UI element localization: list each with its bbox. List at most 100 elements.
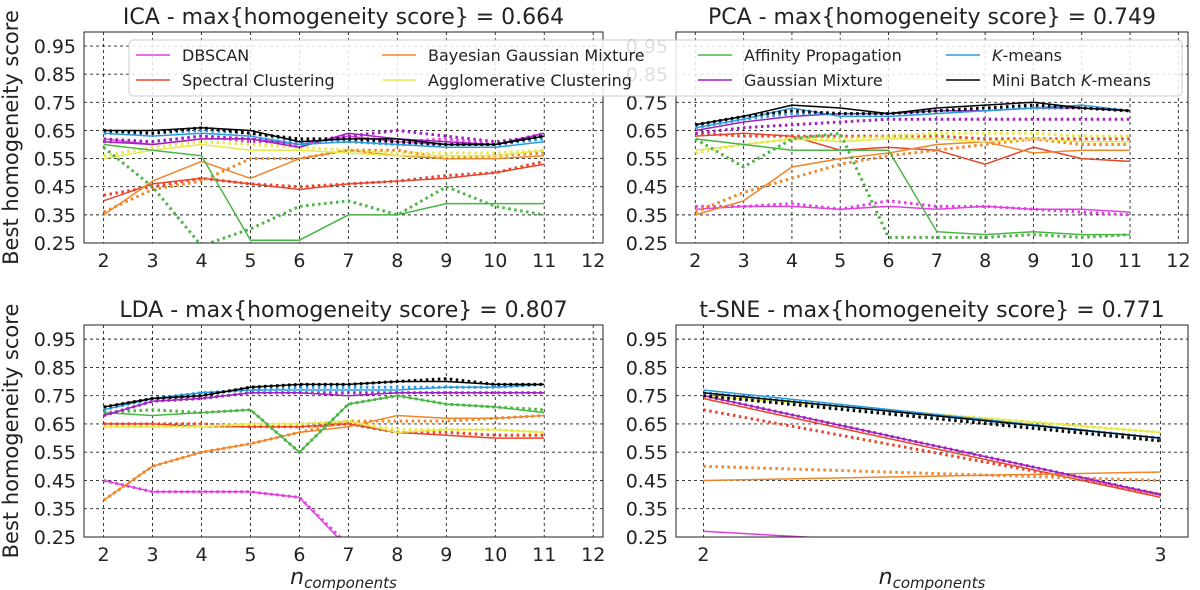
series-line-dotted-agglomerative-clustering — [103, 140, 545, 158]
legend-label-affinity-propagation: Affinity Propagation — [744, 46, 902, 65]
x-tick-label: 12 — [581, 544, 605, 566]
panel-4: 0.25 0.35 0.45 0.55 0.65 0.75 0.85 0.95 2 3 t-SNE … — [626, 298, 1189, 566]
x-tick-label: 10 — [483, 544, 507, 566]
y-tick-label: 0.75 — [34, 386, 76, 408]
y-tick-label: 0.65 — [626, 414, 668, 436]
plot-frame — [675, 324, 1189, 538]
legend-label-bayesian-gaussian-mixture: Bayesian Gaussian Mixture — [428, 46, 645, 65]
y-tick-label: 0.35 — [34, 499, 76, 521]
series-line-dotted-mini-batch-k-means — [103, 126, 545, 146]
plot-frame — [83, 31, 604, 244]
x-tick-label: 5 — [244, 250, 256, 272]
series-group — [703, 389, 1161, 537]
x-tick-label: 3 — [738, 250, 750, 272]
series-line-dotted-mini-batch-k-means — [103, 377, 545, 409]
y-tick-label: 0.25 — [626, 527, 668, 549]
y-tick-label: 0.45 — [626, 470, 668, 492]
y-tick-label: 0.65 — [34, 414, 76, 436]
legend-label-mini-batch-k-means: Mini Batch K-means — [992, 71, 1151, 90]
x-tick-label: 7 — [931, 250, 943, 272]
series-line-dotted-gaussian-mixture — [695, 117, 1130, 135]
y-axis-label: Best homogeneity score — [0, 10, 23, 265]
series-line-affinity-propagation — [695, 138, 1130, 236]
legend-label-dbscan: DBSCAN — [182, 46, 249, 65]
y-tick-label: 0.75 — [626, 386, 668, 408]
series-line-mini-batch-k-means — [695, 101, 1131, 126]
series-line-dbscan — [703, 530, 820, 537]
x-tick-label: 4 — [786, 250, 798, 272]
x-tick-label: 3 — [147, 544, 159, 566]
x-tick-label: 6 — [293, 250, 305, 272]
y-tick-label: 0.95 — [34, 36, 76, 58]
series-line-dotted-affinity-propagation — [694, 131, 1131, 239]
series-line-k-means — [103, 132, 545, 149]
x-tick-label: 10 — [1070, 250, 1094, 272]
series-line-dbscan — [103, 479, 339, 537]
x-tick-label: 5 — [244, 544, 256, 566]
series-line-dotted-agglomerative-clustering — [695, 131, 1130, 155]
x-tick-label: 8 — [391, 250, 403, 272]
series-line-dotted-gaussian-mixture — [103, 128, 545, 147]
y-tick-label: 0.65 — [34, 120, 76, 142]
x-tick-label: 7 — [342, 250, 354, 272]
legend-box — [128, 39, 1183, 97]
y-tick-label: 0.55 — [626, 149, 668, 171]
series-line-dotted-affinity-propagation — [102, 146, 545, 243]
panel-title: LDA - max{homogeneity score} = 0.807 — [119, 298, 567, 323]
y-tick-label: 0.25 — [34, 233, 76, 255]
series-line-dotted-agglomerative-clustering — [103, 419, 545, 434]
series-line-mini-batch-k-means — [703, 392, 1161, 439]
series-line-dotted-dbscan — [103, 479, 342, 537]
y-tick-label: 0.45 — [34, 177, 76, 199]
legend-label-k-means: K-means — [992, 46, 1062, 65]
x-tick-label: 8 — [979, 250, 991, 272]
series-line-dotted-affinity-propagation — [103, 394, 545, 455]
x-tick-label: 2 — [689, 250, 701, 272]
series-line-spectral-clustering — [703, 397, 1161, 499]
plot-frame — [83, 324, 604, 538]
legend: DBSCAN Spectral Clustering Bayesian Gaussi… — [128, 39, 1183, 97]
y-tick-label: 0.95 — [626, 329, 668, 351]
y-tick-label: 0.45 — [34, 470, 76, 492]
y-tick-label: 0.85 — [34, 64, 76, 86]
series-line-bayesian-gaussian-mixture — [703, 471, 1161, 482]
series-line-dotted-bayesian-gaussian-mixture — [694, 137, 1130, 214]
y-tick-label: 0.75 — [626, 92, 668, 114]
series-line-dotted-gaussian-mixture — [103, 391, 545, 417]
x-axis-label: ncomponents — [879, 565, 986, 590]
y-tick-label: 0.55 — [34, 442, 76, 464]
y-tick-label: 0.55 — [626, 442, 668, 464]
series-line-dotted-spectral-clustering — [103, 159, 545, 197]
series-line-dotted-mini-batch-k-means — [703, 394, 1161, 443]
x-tick-label: 12 — [581, 250, 605, 272]
x-tick-label: 5 — [834, 250, 846, 272]
series-line-agglomerative-clustering — [103, 143, 545, 160]
x-tick-label: 10 — [483, 250, 507, 272]
x-tick-label: 11 — [532, 250, 556, 272]
series-line-gaussian-mixture — [703, 394, 1161, 496]
y-tick-label: 0.35 — [626, 499, 668, 521]
y-tick-label: 0.55 — [34, 149, 76, 171]
x-tick-label: 7 — [342, 544, 354, 566]
y-tick-label: 0.45 — [626, 177, 668, 199]
series-line-dbscan — [695, 205, 1131, 213]
legend-label-gaussian-mixture: Gaussian Mixture — [744, 71, 883, 90]
series-group — [102, 126, 545, 243]
x-tick-label: 11 — [532, 544, 556, 566]
x-tick-label: 9 — [440, 250, 452, 272]
panel-3: 0.25 0.35 0.45 0.55 0.65 0.75 0.85 0.95 2 3 4 5 6 7 8 9… — [34, 298, 606, 566]
x-tick-label: 12 — [1166, 250, 1190, 272]
x-tick-label: 2 — [98, 544, 110, 566]
series-line-dotted-bayesian-gaussian-mixture — [703, 464, 1161, 482]
x-tick-label: 9 — [440, 544, 452, 566]
y-tick-label: 0.95 — [34, 329, 76, 351]
series-line-dotted-bayesian-gaussian-mixture — [102, 148, 545, 214]
legend-label-spectral-clustering: Spectral Clustering — [182, 71, 335, 90]
plot-frame — [675, 31, 1189, 244]
x-tick-label: 4 — [195, 250, 207, 272]
series-line-affinity-propagation — [103, 143, 545, 241]
x-tick-label: 3 — [1155, 544, 1167, 566]
x-tick-label: 3 — [147, 250, 159, 272]
panel-title: PCA - max{homogeneity score} = 0.749 — [708, 5, 1156, 30]
